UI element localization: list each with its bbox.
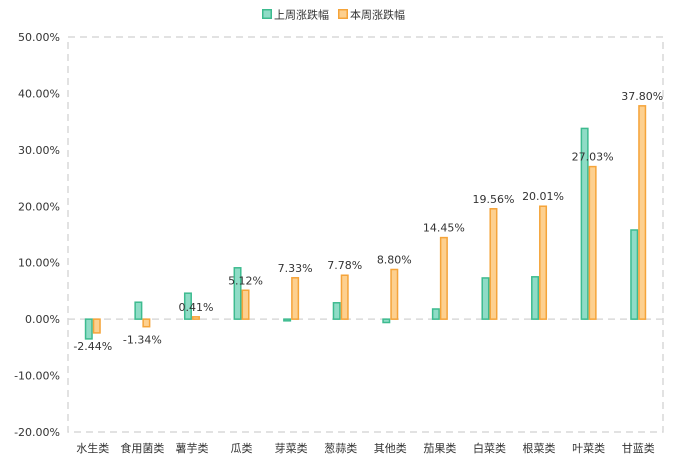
legend-swatch[interactable] (262, 9, 272, 19)
x-category-label: 食用菌类 (120, 441, 164, 455)
bar-last-week[interactable] (630, 229, 639, 320)
plot-frame (67, 36, 664, 433)
x-category-label: 水生类 (76, 441, 109, 455)
data-label: 0.41% (178, 301, 213, 314)
legend-swatch[interactable] (338, 9, 348, 19)
x-axis: 水生类 食用菌类 薯芋类 瓜类 芽菜类 葱蒜类 其他类 茄果类 白菜类 根菜类 叶菜类 甘蓝类 (76, 441, 654, 455)
bar-this-week[interactable] (489, 208, 498, 320)
x-category-label: 薯芋类 (175, 441, 208, 455)
bar-last-week[interactable] (283, 318, 292, 322)
bar-last-week[interactable] (531, 276, 540, 320)
bar-this-week[interactable] (588, 165, 597, 320)
bar-last-week[interactable] (580, 127, 589, 320)
bar-this-week[interactable] (92, 318, 101, 334)
y-tick-label: 40.00% (18, 87, 60, 100)
y-tick-label: -10.00% (14, 370, 60, 383)
y-axis: 50.00% 40.00% 30.00% 20.00% 10.00% 0.00% -10.0… (14, 31, 60, 439)
bar-this-week[interactable] (390, 268, 399, 320)
bar-last-week[interactable] (332, 302, 341, 320)
y-tick-label: 50.00% (18, 31, 60, 44)
plot-border (67, 36, 664, 433)
y-tick-label: 0.00% (25, 313, 60, 326)
bar-last-week[interactable] (431, 308, 440, 320)
bar-last-week[interactable] (84, 318, 93, 340)
data-labels: -2.44% -1.34% 0.41% 5.12% 7.33% 7.78% 8.80% 14.… (73, 90, 663, 353)
x-category-label: 其他类 (374, 441, 407, 455)
bar-this-week[interactable] (291, 277, 300, 320)
x-category-label: 甘蓝类 (622, 441, 655, 455)
x-category-label: 芽菜类 (275, 441, 308, 455)
bar-last-week[interactable] (481, 277, 490, 320)
bar-last-week[interactable] (183, 292, 192, 320)
data-label: 7.33% (278, 262, 313, 275)
y-tick-label: 30.00% (18, 144, 60, 157)
data-label: 7.78% (327, 259, 362, 272)
x-category-label: 茄果类 (423, 441, 456, 455)
y-tick-label: -20.00% (14, 426, 60, 439)
bar-this-week[interactable] (439, 236, 448, 320)
bar-this-week[interactable] (340, 274, 349, 320)
data-label: 19.56% (472, 193, 514, 206)
y-tick-label: 20.00% (18, 200, 60, 213)
bar-last-week[interactable] (382, 318, 391, 324)
bar-this-week[interactable] (191, 316, 200, 320)
data-label: -1.34% (123, 334, 162, 347)
bars (84, 105, 647, 340)
data-label: 8.80% (377, 253, 412, 266)
legend[interactable]: 上周涨跌幅 本周涨跌幅 (262, 8, 405, 22)
data-label: 27.03% (572, 151, 614, 164)
x-category-label: 葱蒜类 (324, 441, 357, 455)
bar-this-week[interactable] (638, 105, 647, 320)
data-label: 5.12% (228, 274, 263, 287)
data-label: 20.01% (522, 190, 564, 203)
x-category-label: 瓜类 (231, 441, 253, 455)
data-label: 14.45% (423, 222, 465, 235)
x-category-label: 叶菜类 (572, 441, 605, 455)
data-label: -2.44% (73, 340, 112, 353)
x-category-label: 根菜类 (523, 441, 556, 455)
legend-label[interactable]: 本周涨跌幅 (350, 8, 405, 22)
x-category-label: 白菜类 (473, 441, 506, 455)
bar-last-week[interactable] (233, 267, 242, 320)
bar-last-week[interactable] (134, 301, 143, 320)
data-label: 37.80% (621, 90, 663, 103)
y-tick-label: 10.00% (18, 257, 60, 270)
legend-label[interactable]: 上周涨跌幅 (274, 8, 329, 22)
bar-this-week[interactable] (142, 318, 151, 328)
bar-this-week[interactable] (539, 205, 548, 320)
bar-this-week[interactable] (241, 289, 250, 320)
